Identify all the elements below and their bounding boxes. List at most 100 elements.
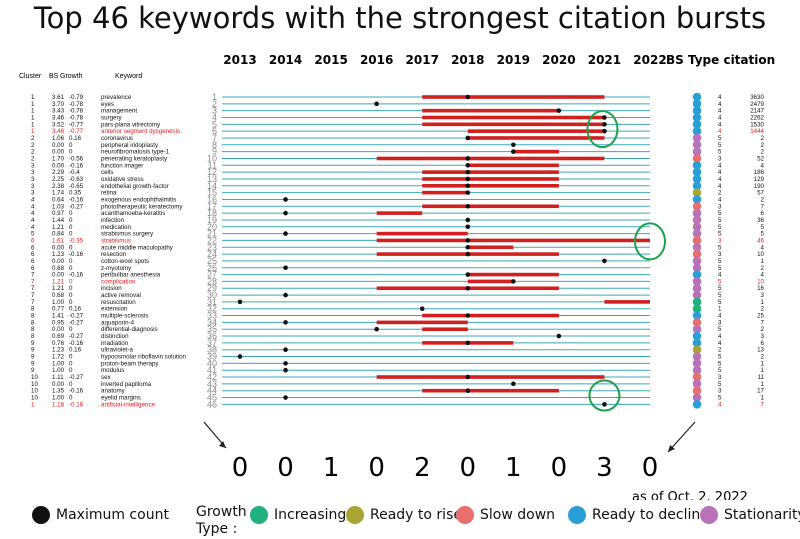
cluster-cell: 1 xyxy=(31,108,35,115)
growth-type-dot xyxy=(692,359,702,368)
citation-cell: 3630 xyxy=(750,94,764,101)
keyword-cell: coronavirus xyxy=(101,135,133,142)
highlight-ellipse xyxy=(588,379,621,412)
growth-type-dot xyxy=(692,304,702,314)
legend-slow-down: Slow down xyxy=(456,506,555,524)
keyword-cell: cells xyxy=(101,169,113,176)
growth-type-dot xyxy=(692,188,702,197)
burst-bar xyxy=(422,190,468,195)
bs-cell: 1.41 xyxy=(52,313,65,320)
growth-cell: 0.35 xyxy=(69,190,82,197)
keyword-cell: complication xyxy=(101,278,136,285)
max-count-dot xyxy=(465,244,471,250)
cluster-cell: 5 xyxy=(31,231,35,238)
citation-cell: 2 xyxy=(761,135,765,142)
keyword-cell: differential-diagnosis xyxy=(101,326,158,333)
growth-type-dot xyxy=(692,133,702,143)
row-number: 28 xyxy=(207,276,217,286)
bs-cell: 0.77 xyxy=(52,306,65,313)
legend-max-count-label: Maximum count xyxy=(56,507,169,523)
bs-type-cell: 5 xyxy=(718,292,722,299)
ready-to-decline-dot-icon xyxy=(568,506,586,524)
cluster-cell: 8 xyxy=(31,326,35,333)
cluster-cell: 3 xyxy=(31,183,35,190)
keyword-cell: medication xyxy=(101,224,131,231)
burst-bar xyxy=(376,320,468,325)
citation-cell: 7 xyxy=(761,401,765,408)
burst-bar xyxy=(467,163,559,168)
max-count-dot xyxy=(511,149,516,154)
keyword-cell: modulus xyxy=(101,367,124,374)
keyword-cell: exogenous endophthalmitis xyxy=(101,196,176,203)
citation-cell: 2 xyxy=(761,326,765,333)
burst-bar xyxy=(422,313,559,318)
citation-cell: 57 xyxy=(757,190,764,197)
growth-cell: 0 xyxy=(69,265,73,272)
keyword-cell: penetrating keratoplasty xyxy=(101,155,168,162)
growth-cell: -0.27 xyxy=(69,374,84,381)
growth-cell: 0 xyxy=(69,231,73,238)
row-number: 26 xyxy=(207,263,217,273)
row-number: 37 xyxy=(207,338,217,348)
cluster-cell: 2 xyxy=(31,135,35,142)
keyword-cell: neurofibromatosis type-1 xyxy=(101,149,170,156)
row-number: 21 xyxy=(207,229,217,239)
row-number: 22 xyxy=(207,235,217,245)
keyword-cell: prevalence xyxy=(101,94,132,101)
year-label: 2015 xyxy=(314,53,347,67)
bs-type-cell: 5 xyxy=(718,285,722,292)
growth-cell: -0.16 xyxy=(69,340,84,347)
cluster-cell: 8 xyxy=(31,333,35,340)
keyword-cell: pars-plana vitrectomy xyxy=(101,121,161,128)
cluster-cell: 1 xyxy=(31,101,35,108)
growth-type-dot xyxy=(692,161,702,170)
citation-cell: 2 xyxy=(761,149,765,156)
citation-cell: 2147 xyxy=(750,108,764,115)
row-number: 11 xyxy=(208,160,217,170)
growth-type-dot xyxy=(692,345,702,355)
citation-cell: 2 xyxy=(761,306,765,313)
year-count: 1 xyxy=(505,453,522,483)
burst-bar xyxy=(513,149,559,154)
cluster-cell: 10 xyxy=(31,388,38,395)
growth-cell: -0.16 xyxy=(69,251,84,258)
growth-type-dot xyxy=(692,311,702,320)
bs-cell: 1.18 xyxy=(52,401,65,408)
row-number: 9 xyxy=(212,147,217,157)
bs-type-cell: 4 xyxy=(718,176,722,183)
keyword-cell: inverted papilloma xyxy=(101,381,152,388)
cluster-cell: 3 xyxy=(31,169,35,176)
growth-cell: -0.16 xyxy=(69,401,84,408)
cluster-cell: 8 xyxy=(31,319,35,326)
citation-cell: 2262 xyxy=(750,114,764,121)
row-number: 20 xyxy=(207,222,217,232)
burst-bar xyxy=(422,115,605,120)
bs-cell: 0.76 xyxy=(52,340,65,347)
bs-cell: 1.00 xyxy=(52,395,65,402)
header-bs: BS xyxy=(49,73,59,80)
growth-type-dot xyxy=(692,147,702,156)
citation-cell: 52 xyxy=(757,155,764,162)
growth-cell: 0 xyxy=(69,142,73,149)
growth-type-dot xyxy=(692,215,702,225)
row-number: 43 xyxy=(207,379,217,389)
cluster-cell: 8 xyxy=(31,306,35,313)
cluster-cell: 8 xyxy=(31,313,35,320)
bs-type-cell: 5 xyxy=(718,367,722,374)
bs-type-cell: 5 xyxy=(718,149,722,156)
citation-cell: 11 xyxy=(758,374,765,381)
max-count-dot xyxy=(602,115,607,120)
growth-cell: 0 xyxy=(69,292,73,299)
keyword-cell: endothelial growth-factor xyxy=(101,183,169,190)
citation-cell: 1 xyxy=(761,395,765,402)
bs-type-cell: 5 xyxy=(718,142,722,149)
max-count-dot xyxy=(602,128,607,134)
keyword-cell: multiple-sclerosis xyxy=(101,313,148,320)
bs-type-cell: 3 xyxy=(718,237,722,244)
bs-type-cell: 5 xyxy=(718,231,722,238)
citation-cell: 7 xyxy=(761,319,765,326)
growth-cell: -0.79 xyxy=(69,94,84,101)
citation-cell: 5 xyxy=(761,231,765,238)
keyword-cell: acute middle maculopathy xyxy=(101,244,174,251)
cluster-cell: 7 xyxy=(31,272,35,279)
